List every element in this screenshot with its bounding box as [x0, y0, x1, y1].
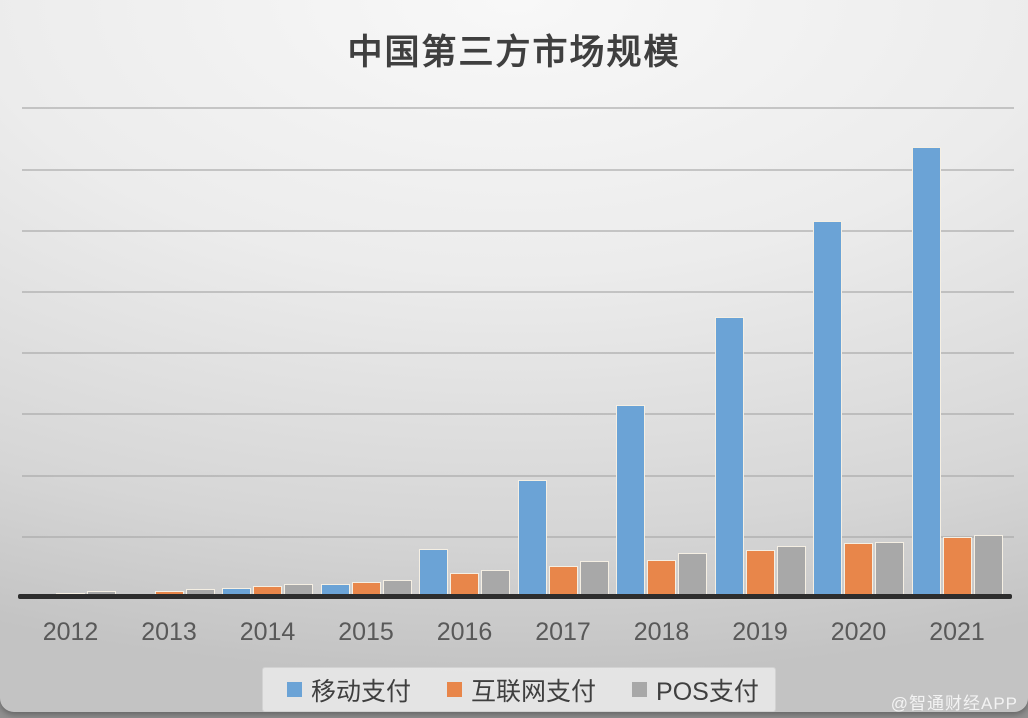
bar-internet-pay-2020: [844, 543, 873, 597]
legend-item-pos-pay: POS支付: [632, 672, 759, 708]
legend-item-internet-pay: 互联网支付: [447, 672, 596, 708]
bar-pos-pay-2013: [185, 589, 215, 597]
x-axis-label-2019: 2019: [732, 618, 788, 646]
bar-mobile-pay-2018: [616, 404, 645, 597]
legend: 移动支付 互联网支付 POS支付: [262, 667, 776, 712]
chart-title: 中国第三方市场规模: [347, 33, 681, 72]
x-axis-label-2021: 2021: [929, 618, 985, 646]
x-axis-label-2013: 2013: [141, 618, 197, 646]
bar-pos-pay-2019: [776, 546, 806, 597]
bar-pos-pay-2015: [382, 579, 412, 597]
x-axis-line: [18, 594, 1012, 599]
x-axis-label-2012: 2012: [42, 618, 99, 646]
bar-mobile-pay-2021: [911, 146, 941, 597]
bar-mobile-pay-2020: [813, 220, 842, 597]
legend-swatch-mobile-pay: [287, 682, 302, 697]
legend-label-internet-pay: 互联网支付: [471, 677, 597, 706]
gridline: [22, 352, 1014, 355]
bar-internet-pay-2018: [647, 560, 676, 597]
gridline: [22, 229, 1014, 232]
bar-pos-pay-2017: [579, 560, 609, 597]
bar-internet-pay-2014: [253, 585, 282, 597]
x-axis-label-2018: 2018: [633, 618, 690, 646]
bar-mobile-pay-2015: [320, 584, 350, 597]
bar-internet-pay-2016: [450, 573, 479, 597]
x-axis-label-2014: 2014: [239, 618, 296, 646]
bar-pos-pay-2016: [481, 570, 510, 597]
bar-pos-pay-2018: [678, 552, 707, 597]
bar-pos-pay-2014: [284, 584, 313, 597]
legend-label-pos-pay: POS支付: [656, 677, 759, 706]
legend-item-mobile-pay: 移动支付: [287, 672, 411, 708]
bar-internet-pay-2019: [745, 549, 775, 597]
bar-internet-pay-2015: [351, 582, 381, 597]
watermark: @智通财经APP: [890, 694, 1018, 713]
bar-internet-pay-2021: [942, 537, 972, 597]
gridline: [22, 168, 1014, 171]
bar-mobile-pay-2016: [419, 549, 448, 597]
gridline: [22, 291, 1014, 293]
bar-mobile-pay-2019: [714, 316, 744, 597]
legend-label-mobile-pay: 移动支付: [311, 677, 412, 706]
plot-area: [22, 107, 1014, 597]
gridline: [22, 107, 1014, 110]
bar-pos-pay-2012: [87, 590, 116, 597]
x-axis-label-2016: 2016: [436, 618, 493, 646]
gridline: [22, 413, 1014, 416]
bar-pos-pay-2021: [973, 535, 1003, 597]
bar-mobile-pay-2014: [222, 587, 251, 597]
bar-internet-pay-2017: [548, 566, 578, 597]
legend-swatch-pos-pay: [632, 682, 648, 697]
x-axis-label-2020: 2020: [830, 618, 887, 646]
x-axis-label-2017: 2017: [535, 618, 591, 646]
bar-internet-pay-2013: [154, 590, 184, 597]
bar-pos-pay-2020: [875, 541, 904, 597]
gridline: [22, 474, 1014, 477]
bar-mobile-pay-2017: [517, 479, 547, 597]
x-axis-label-2015: 2015: [338, 618, 394, 646]
legend-swatch-internet-pay: [447, 682, 463, 697]
